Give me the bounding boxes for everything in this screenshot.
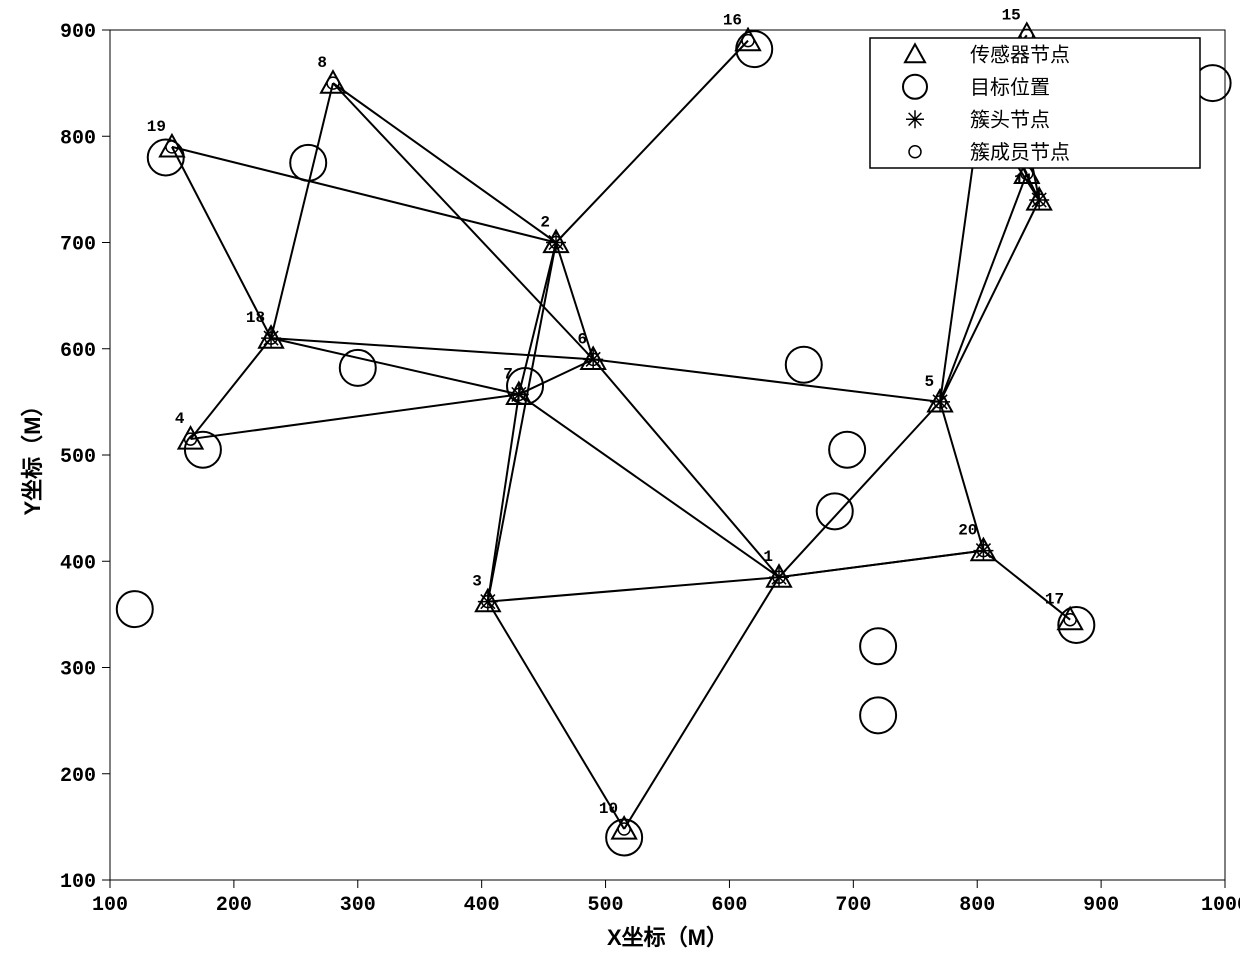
- y-tick-label: 200: [60, 765, 96, 788]
- x-tick-label: 900: [1083, 894, 1119, 917]
- sensor-node: 3: [472, 573, 500, 612]
- cluster-head-star-icon: [906, 110, 924, 128]
- node-id-label: 15: [1002, 6, 1021, 24]
- node-id-label: 8: [317, 54, 327, 72]
- x-tick-label: 700: [835, 894, 871, 917]
- y-tick-label: 100: [60, 871, 96, 894]
- legend-label: 簇成员节点: [970, 141, 1070, 164]
- sensor-node: 17: [1045, 591, 1082, 630]
- node-id-label: 1: [763, 548, 773, 566]
- target-marker: [860, 697, 896, 733]
- edge: [779, 402, 940, 577]
- edge: [172, 147, 556, 243]
- edge: [624, 577, 779, 829]
- legend: 传感器节点目标位置簇头节点簇成员节点: [870, 38, 1200, 168]
- legend-label: 簇头节点: [970, 108, 1050, 131]
- y-axis-title: Y坐标（M）: [20, 394, 45, 515]
- node-id-label: 2: [540, 214, 550, 232]
- x-tick-label: 600: [711, 894, 747, 917]
- sensor-node: 19: [147, 118, 184, 157]
- target-marker: [1058, 607, 1094, 643]
- target-marker: [340, 350, 376, 386]
- y-tick-label: 300: [60, 659, 96, 682]
- node-id-label: 3: [472, 573, 482, 591]
- x-tick-label: 200: [216, 894, 252, 917]
- y-tick-label: 500: [60, 446, 96, 469]
- edge: [556, 243, 593, 360]
- target-marker: [817, 493, 853, 529]
- edge: [488, 602, 624, 829]
- node-id-label: 7: [503, 365, 513, 383]
- target-marker: [786, 347, 822, 383]
- x-axis-title: X坐标（M）: [607, 925, 728, 950]
- target-marker: [606, 820, 642, 856]
- edge: [593, 359, 779, 577]
- target-marker: [860, 628, 896, 664]
- node-id-label: 20: [958, 522, 977, 540]
- edge: [333, 83, 556, 242]
- edge: [556, 41, 748, 243]
- node-id-label: 16: [723, 12, 742, 30]
- x-tick-label: 500: [588, 894, 624, 917]
- x-tick-label: 1000: [1201, 894, 1240, 917]
- x-tick-label: 400: [464, 894, 500, 917]
- target-marker: [736, 31, 772, 67]
- target-marker: [117, 591, 153, 627]
- target-marker: [829, 432, 865, 468]
- edge: [779, 551, 983, 578]
- node-id-label: 5: [924, 373, 934, 391]
- y-tick-label: 700: [60, 234, 96, 257]
- y-tick-label: 400: [60, 552, 96, 575]
- y-tick-label: 800: [60, 127, 96, 150]
- node-id-label: 6: [578, 330, 588, 348]
- x-tick-label: 100: [92, 894, 128, 917]
- chart-svg: 100 200 300 400 500 600 700 800 900 1000 100 200 300…: [0, 0, 1240, 973]
- y-tick-label: 600: [60, 340, 96, 363]
- node-id-label: 18: [246, 309, 265, 327]
- legend-label: 目标位置: [970, 76, 1050, 99]
- x-tick-label: 800: [959, 894, 995, 917]
- edge: [271, 83, 333, 338]
- edge: [593, 359, 940, 402]
- node-id-label: 19: [147, 118, 166, 136]
- edge: [191, 338, 272, 439]
- edge: [488, 243, 556, 602]
- edge: [940, 173, 1027, 401]
- edge: [488, 394, 519, 601]
- edge: [333, 83, 593, 359]
- target-marker: [290, 145, 326, 181]
- node-id-label: 10: [599, 800, 618, 818]
- edge: [191, 394, 519, 439]
- chart-container: 100 200 300 400 500 600 700 800 900 1000 100 200 300…: [0, 0, 1240, 973]
- sensor-node: 6: [578, 330, 606, 369]
- node-id-label: 17: [1045, 591, 1064, 609]
- x-tick-label: 300: [340, 894, 376, 917]
- node-id-label: 4: [175, 410, 185, 428]
- legend-label: 传感器节点: [970, 43, 1070, 66]
- y-tick-label: 900: [60, 21, 96, 44]
- edge: [519, 394, 779, 577]
- edge: [488, 577, 779, 601]
